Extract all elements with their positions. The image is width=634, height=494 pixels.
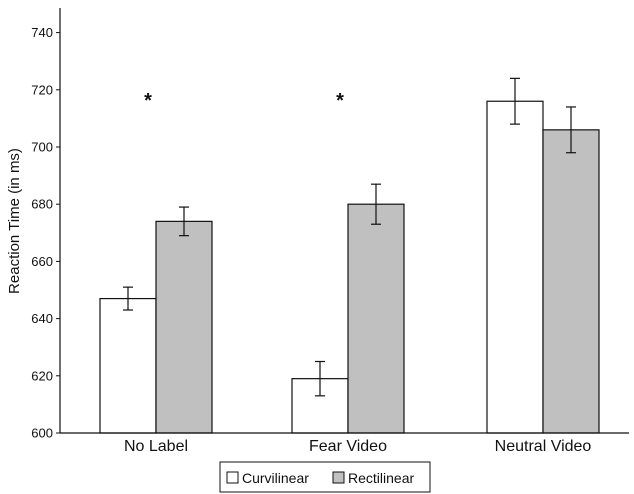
x-category-label: No Label [124,438,188,455]
y-tick-label: 620 [31,368,53,383]
legend-swatch-curvilinear [226,471,239,484]
y-tick-label: 640 [31,311,53,326]
significance-annotations: * * [144,90,344,112]
x-category-label: Fear Video [309,438,387,455]
bars [99,100,600,434]
x-axis-categories: No Label Fear Video Neutral Video [124,438,591,455]
y-tick-label: 700 [31,140,53,155]
y-axis-title: Reaction Time (in ms) [6,148,23,294]
y-axis-ticks: 600 620 640 660 680 700 720 740 [31,25,60,441]
bar-rectilinear-1 [347,203,405,434]
bar-curvilinear-0 [99,297,157,434]
significance-asterisk: * [336,90,344,112]
legend-label-curvilinear: Curvilinear [242,470,309,486]
axes [59,8,629,434]
legend: Curvilinear Rectilinear [219,461,431,493]
bar-rectilinear-0 [155,220,213,434]
error-bars [123,77,576,397]
x-category-label: Neutral Video [495,438,592,455]
legend-label-rectilinear: Rectilinear [348,470,414,486]
legend-box [219,461,431,493]
bar-curvilinear-2 [486,100,544,434]
y-tick-label: 740 [31,25,53,40]
y-tick-label: 680 [31,197,53,212]
y-tick-label: 660 [31,254,53,269]
legend-swatch-rectilinear [332,471,345,484]
bar-rectilinear-2 [542,129,600,434]
significance-asterisk: * [144,90,152,112]
y-tick-label: 720 [31,82,53,97]
y-tick-label: 600 [31,426,53,441]
